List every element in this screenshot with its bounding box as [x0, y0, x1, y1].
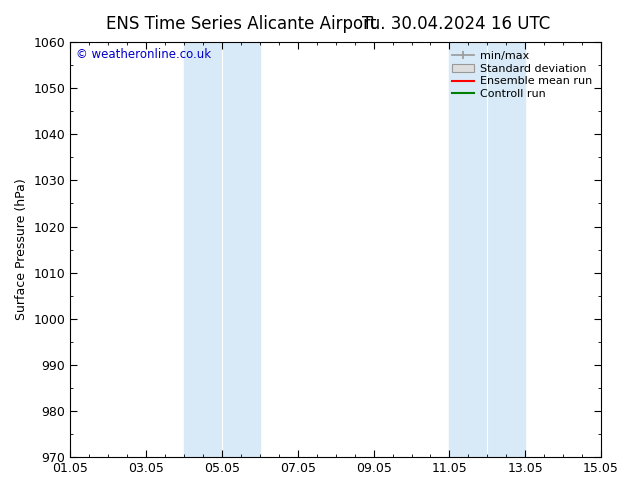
Legend: min/max, Standard deviation, Ensemble mean run, Controll run: min/max, Standard deviation, Ensemble me…: [449, 48, 595, 102]
Text: Tu. 30.04.2024 16 UTC: Tu. 30.04.2024 16 UTC: [363, 15, 550, 33]
Bar: [450, 42, 525, 457]
Text: © weatheronline.co.uk: © weatheronline.co.uk: [75, 49, 210, 61]
Y-axis label: Surface Pressure (hPa): Surface Pressure (hPa): [15, 179, 28, 320]
Bar: [184, 42, 260, 457]
Text: ENS Time Series Alicante Airport: ENS Time Series Alicante Airport: [106, 15, 376, 33]
